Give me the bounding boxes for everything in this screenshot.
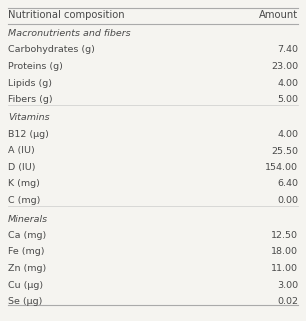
Text: Fe (mg): Fe (mg) bbox=[8, 247, 44, 256]
Text: Carbohydrates (g): Carbohydrates (g) bbox=[8, 46, 95, 55]
Text: Amount: Amount bbox=[259, 10, 298, 20]
Text: Ca (mg): Ca (mg) bbox=[8, 231, 46, 240]
Text: Lipids (g): Lipids (g) bbox=[8, 79, 52, 88]
Text: 18.00: 18.00 bbox=[271, 247, 298, 256]
Text: Zn (mg): Zn (mg) bbox=[8, 264, 46, 273]
Text: Se (μg): Se (μg) bbox=[8, 297, 42, 306]
Text: Cu (μg): Cu (μg) bbox=[8, 281, 43, 290]
Text: C (mg): C (mg) bbox=[8, 196, 40, 205]
Text: 0.00: 0.00 bbox=[277, 196, 298, 205]
Text: 0.02: 0.02 bbox=[277, 297, 298, 306]
Text: Macronutrients and fibers: Macronutrients and fibers bbox=[8, 29, 131, 38]
Text: 7.40: 7.40 bbox=[277, 46, 298, 55]
Text: 6.40: 6.40 bbox=[277, 179, 298, 188]
Text: Minerals: Minerals bbox=[8, 214, 48, 223]
Text: Vitamins: Vitamins bbox=[8, 114, 50, 123]
Text: A (IU): A (IU) bbox=[8, 146, 35, 155]
Text: Fibers (g): Fibers (g) bbox=[8, 95, 53, 104]
Text: 154.00: 154.00 bbox=[265, 163, 298, 172]
Text: 11.00: 11.00 bbox=[271, 264, 298, 273]
Text: Nutritional composition: Nutritional composition bbox=[8, 10, 125, 20]
Text: K (mg): K (mg) bbox=[8, 179, 40, 188]
Text: 5.00: 5.00 bbox=[277, 95, 298, 104]
Text: 25.50: 25.50 bbox=[271, 146, 298, 155]
Text: Proteins (g): Proteins (g) bbox=[8, 62, 63, 71]
Text: 23.00: 23.00 bbox=[271, 62, 298, 71]
Text: 4.00: 4.00 bbox=[277, 130, 298, 139]
Text: B12 (μg): B12 (μg) bbox=[8, 130, 49, 139]
Text: 12.50: 12.50 bbox=[271, 231, 298, 240]
Text: 3.00: 3.00 bbox=[277, 281, 298, 290]
Text: 4.00: 4.00 bbox=[277, 79, 298, 88]
Text: D (IU): D (IU) bbox=[8, 163, 35, 172]
